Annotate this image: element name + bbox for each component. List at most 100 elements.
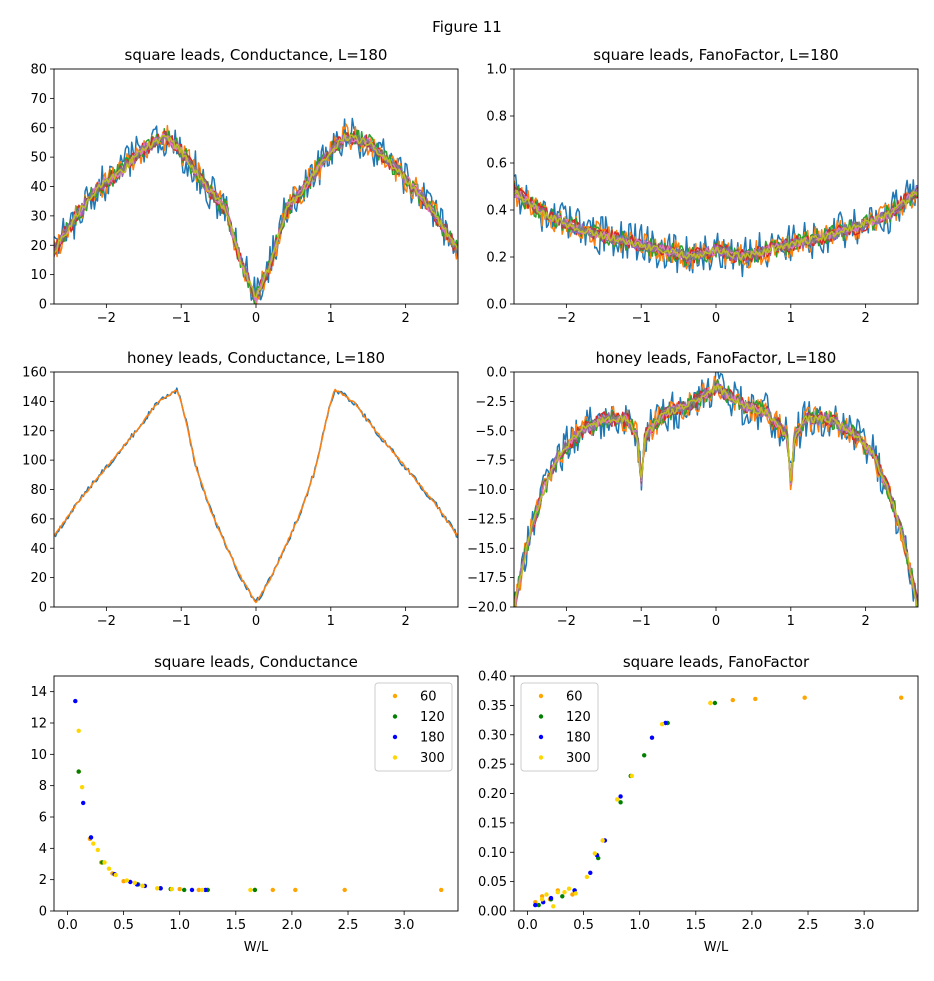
data-point-60 [196,887,201,893]
x-tick-label: 1.5 [685,918,706,933]
data-point-300 [615,797,620,802]
panel-title: square leads, FanoFactor, L=180 [593,46,838,64]
x-tick-label: 0.0 [517,918,538,933]
legend-label: 120 [566,710,591,725]
x-tick-label: 3.0 [854,918,875,933]
legend-label: 180 [566,731,591,746]
data-point-300 [629,773,634,779]
data-layer [54,117,458,304]
panel-honey-fano-L180: honey leads, FanoFactor, L=180 −2 −1 0 1 2−2… [467,349,919,629]
y-tick-label: 0 [39,905,47,920]
data-point-180 [128,879,133,885]
y-tick-label: 14 [30,685,47,700]
data-point-300 [248,887,253,893]
x-tick-label: 1 [787,614,795,629]
data-layer [533,695,904,909]
y-tick-label: 80 [30,63,47,78]
data-point-120 [252,887,258,893]
panel-honey-conductance-L180: honey leads, Conductance, L=180 −2 −1 0 1 20… [22,349,459,629]
x-tick-label: −1 [172,311,191,326]
x-tick-label: −2 [557,311,576,326]
y-tick-label: 60 [30,512,47,527]
y-tick-label: 10 [30,748,47,763]
legend-marker-60 [392,693,398,699]
legend-marker-300 [538,755,544,760]
series-line-6 [54,130,458,302]
data-point-300 [132,880,137,885]
x-tick-label: 2.0 [742,918,763,933]
data-point-300 [140,883,145,889]
data-point-300 [199,887,205,893]
data-point-300 [562,890,567,895]
data-point-300 [106,866,112,871]
data-point-60 [439,887,444,893]
y-tick-label: 100 [22,454,47,469]
legend-label: 300 [420,751,445,766]
data-point-300 [155,886,160,891]
data-point-180 [88,835,94,840]
axes-frame [513,371,919,608]
x-axis-label: W/L [704,940,729,955]
panel-title: square leads, FanoFactor [623,653,810,671]
data-point-60 [899,695,904,700]
series-line-2 [54,123,458,304]
y-tick-label: 1.0 [486,63,507,78]
y-tick-label: −17.5 [467,571,507,586]
plot-area: 0.0 0.5 1.0 1.5 2.0 2.5 3.0 0.00 0.05 0.10 0.15 0.2… [478,670,919,933]
axes-frame [513,68,919,305]
data-point-60 [753,696,758,702]
panel-title: honey leads, FanoFactor, L=180 [596,349,837,367]
y-tick-label: 0 [39,601,47,616]
y-tick-label: 140 [22,395,47,410]
x-tick-label: 1.0 [169,918,190,933]
data-point-300 [584,874,590,880]
y-tick-label: −7.5 [475,454,507,469]
x-tick-label: −2 [557,614,576,629]
series-line-1 [514,372,918,607]
data-point-180 [618,794,623,799]
y-tick-label: 4 [39,842,47,857]
data-point-300 [708,700,713,706]
panel-title: honey leads, Conductance, L=180 [127,349,385,367]
data-point-300 [124,878,130,883]
x-tick-label: 1 [787,311,795,326]
y-tick-label: 160 [22,366,47,381]
legend-marker-300 [392,755,398,760]
data-point-120 [536,902,541,908]
y-tick-label: −15.0 [467,542,507,557]
y-tick-label: 0.15 [478,816,507,831]
x-tick-label: −1 [172,614,191,629]
data-point-300 [79,785,85,790]
y-tick-label: −10.0 [467,483,507,498]
x-tick-label: 1 [327,614,335,629]
x-tick-label: 2 [401,614,409,629]
y-tick-label: −20.0 [467,601,507,616]
data-point-60 [293,887,298,893]
y-tick-label: 60 [30,121,47,136]
x-tick-label: 0.5 [113,918,134,933]
x-tick-label: 2 [401,311,409,326]
y-tick-label: 6 [39,811,47,826]
data-point-120 [642,753,647,758]
y-tick-label: 120 [22,424,47,439]
data-point-180 [203,887,208,893]
data-point-120 [182,887,187,893]
plot-area: −2 −1 0 1 2 −20.0 −17.5 −15.0 −12.5 −10.0 −7.5 −5.0… [467,366,919,629]
series-line-9 [514,384,918,607]
legend-marker-120 [538,714,544,719]
x-tick-label: 0.5 [573,918,594,933]
data-point-300 [76,728,81,733]
y-tick-label: 50 [30,151,47,166]
panel-square-conductance-scatter: square leads, Conductance W/L 0.0 0.5 1.0 1… [30,653,459,955]
y-tick-label: 20 [30,239,47,254]
figure-title: Figure 11 [432,18,502,36]
x-tick-label: 2.0 [282,918,303,933]
data-layer [514,174,918,278]
data-point-120 [560,894,565,899]
series-line-6 [514,383,918,607]
y-tick-label: 0.05 [478,875,507,890]
data-layer [54,387,458,604]
x-tick-label: −2 [97,614,116,629]
